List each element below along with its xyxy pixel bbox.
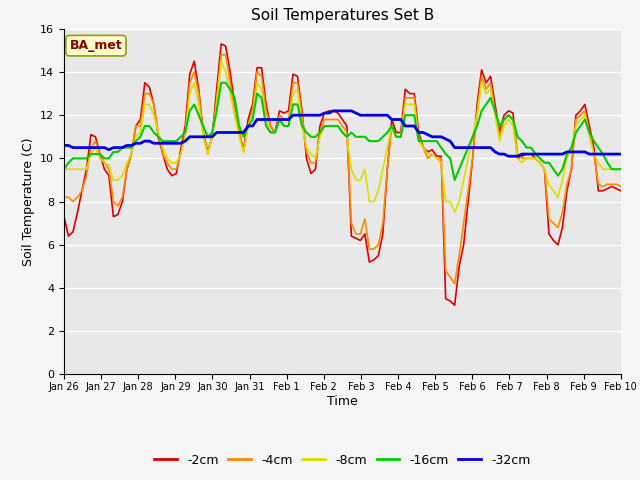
- Title: Soil Temperatures Set B: Soil Temperatures Set B: [251, 9, 434, 24]
- X-axis label: Time: Time: [327, 395, 358, 408]
- Legend: -2cm, -4cm, -8cm, -16cm, -32cm: -2cm, -4cm, -8cm, -16cm, -32cm: [150, 449, 535, 472]
- Y-axis label: Soil Temperature (C): Soil Temperature (C): [22, 137, 35, 266]
- Text: BA_met: BA_met: [70, 39, 122, 52]
